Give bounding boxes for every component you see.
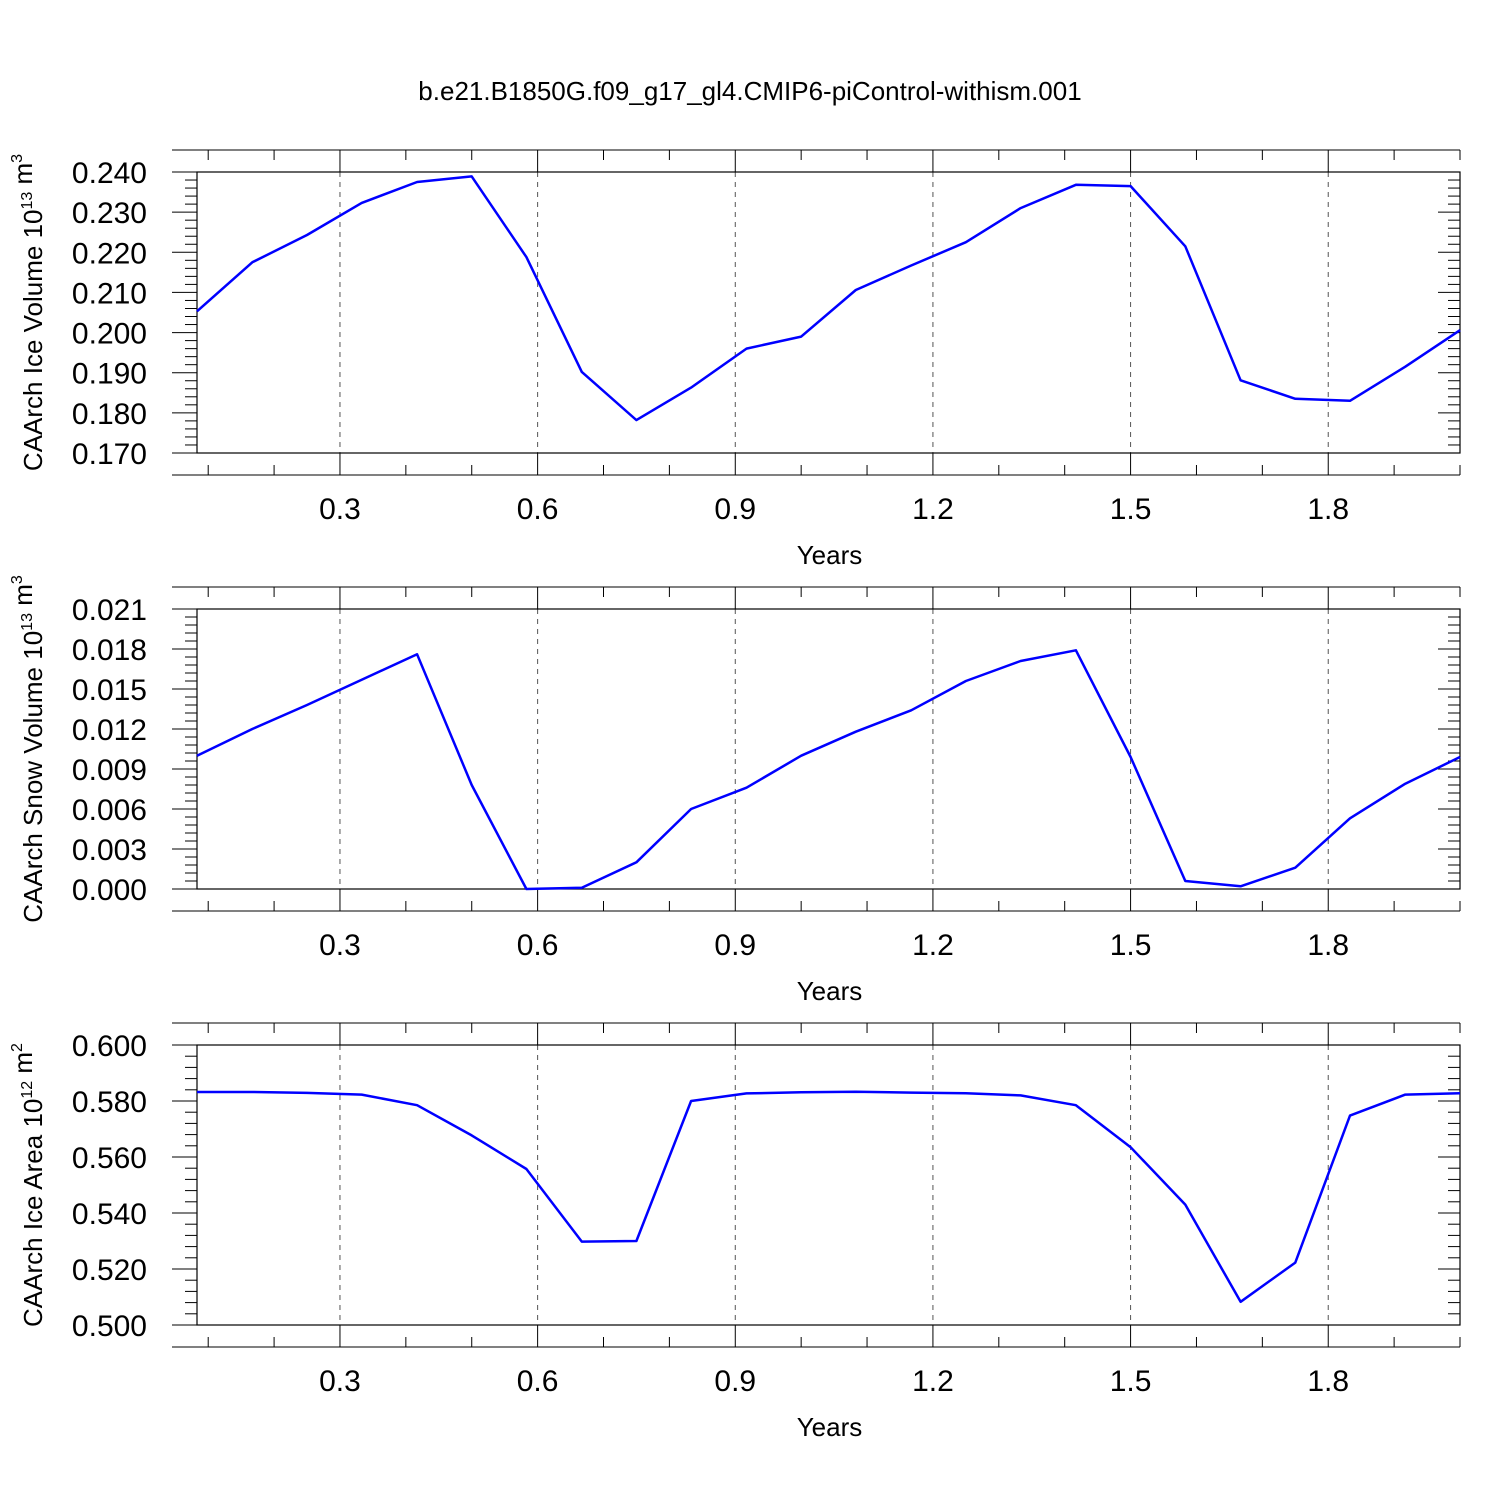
x-tick-label: 1.5 — [1110, 929, 1152, 962]
y-tick-label: 0.018 — [72, 634, 147, 667]
y-tick-label: 0.600 — [72, 1030, 147, 1063]
y-tick-label: 0.580 — [72, 1086, 147, 1119]
y-tick-label: 0.540 — [72, 1198, 147, 1231]
plot-frame — [196, 608, 1461, 890]
x-tick-label: 0.3 — [319, 1365, 361, 1398]
y-tick-label: 0.000 — [72, 874, 147, 907]
x-tick-label: 1.5 — [1110, 1365, 1152, 1398]
x-tick-label: 0.6 — [517, 929, 559, 962]
x-tick-label: 1.2 — [912, 1365, 954, 1398]
x-tick-label: 1.8 — [1307, 493, 1349, 526]
x-tick-label: 1.5 — [1110, 493, 1152, 526]
y-tick-label: 0.210 — [72, 277, 147, 310]
x-tick-label: 0.3 — [319, 929, 361, 962]
panel-3: 0.3 0.6 0.9 1.2 1.5 1.8 0.500 0.520 0.540 0.560 0.… — [8, 1022, 1461, 1442]
x-tick-label: 1.8 — [1307, 1365, 1349, 1398]
panel-1: 0.3 0.6 0.9 1.2 1.5 1.8 0.170 0.180 0.190 0.200 0.… — [8, 149, 1461, 570]
y-tick-label: 0.520 — [72, 1254, 147, 1287]
x-tick-label: 1.2 — [912, 493, 954, 526]
x-axis-label: Years — [797, 1412, 863, 1442]
x-axis-label: Years — [797, 540, 863, 570]
y-tick-label: 0.170 — [72, 438, 147, 471]
series-line — [196, 175, 1461, 422]
y-axis-label: CAArch Ice Volume 1013 m3 — [8, 154, 48, 471]
y-tick-label: 0.500 — [72, 1310, 147, 1343]
y-tick-label: 0.012 — [72, 714, 147, 747]
panels: 0.3 0.6 0.9 1.2 1.5 1.8 0.170 0.180 0.190 0.200 0.… — [8, 149, 1461, 1442]
y-tick-label: 0.220 — [72, 237, 147, 270]
y-tick-label: 0.021 — [72, 594, 147, 627]
y-tick-label: 0.200 — [72, 318, 147, 351]
y-tick-label: 0.009 — [72, 754, 147, 787]
panel-2: 0.3 0.6 0.9 1.2 1.5 1.8 0.000 0.003 0.006 0.009 0.… — [8, 575, 1461, 1006]
y-tick-label: 0.003 — [72, 834, 147, 867]
x-tick-label: 0.3 — [319, 493, 361, 526]
x-tick-label: 0.6 — [517, 493, 559, 526]
chart-title: b.e21.B1850G.f09_g17_gl4.CMIP6-piControl… — [418, 76, 1081, 106]
x-tick-label: 0.9 — [714, 1365, 756, 1398]
y-tick-label: 0.560 — [72, 1142, 147, 1175]
x-tick-label: 1.8 — [1307, 929, 1349, 962]
x-tick-label: 0.9 — [714, 929, 756, 962]
plot-frame — [196, 1044, 1461, 1326]
y-tick-label: 0.180 — [72, 398, 147, 431]
y-tick-label: 0.240 — [72, 157, 147, 190]
y-tick-label: 0.015 — [72, 674, 147, 707]
series-line — [196, 649, 1461, 891]
y-tick-label: 0.230 — [72, 197, 147, 230]
plot-frame — [196, 171, 1461, 454]
y-tick-label: 0.190 — [72, 358, 147, 391]
series-line — [197, 1090, 1461, 1304]
x-tick-label: 0.6 — [517, 1365, 559, 1398]
y-tick-label: 0.006 — [72, 794, 147, 827]
y-axis-label: CAArch Ice Area 1012 m2 — [8, 1043, 48, 1327]
y-axis-label: CAArch Snow Volume 1013 m3 — [8, 575, 48, 923]
x-tick-label: 0.9 — [714, 493, 756, 526]
x-axis-label: Years — [797, 976, 863, 1006]
x-tick-label: 1.2 — [912, 929, 954, 962]
